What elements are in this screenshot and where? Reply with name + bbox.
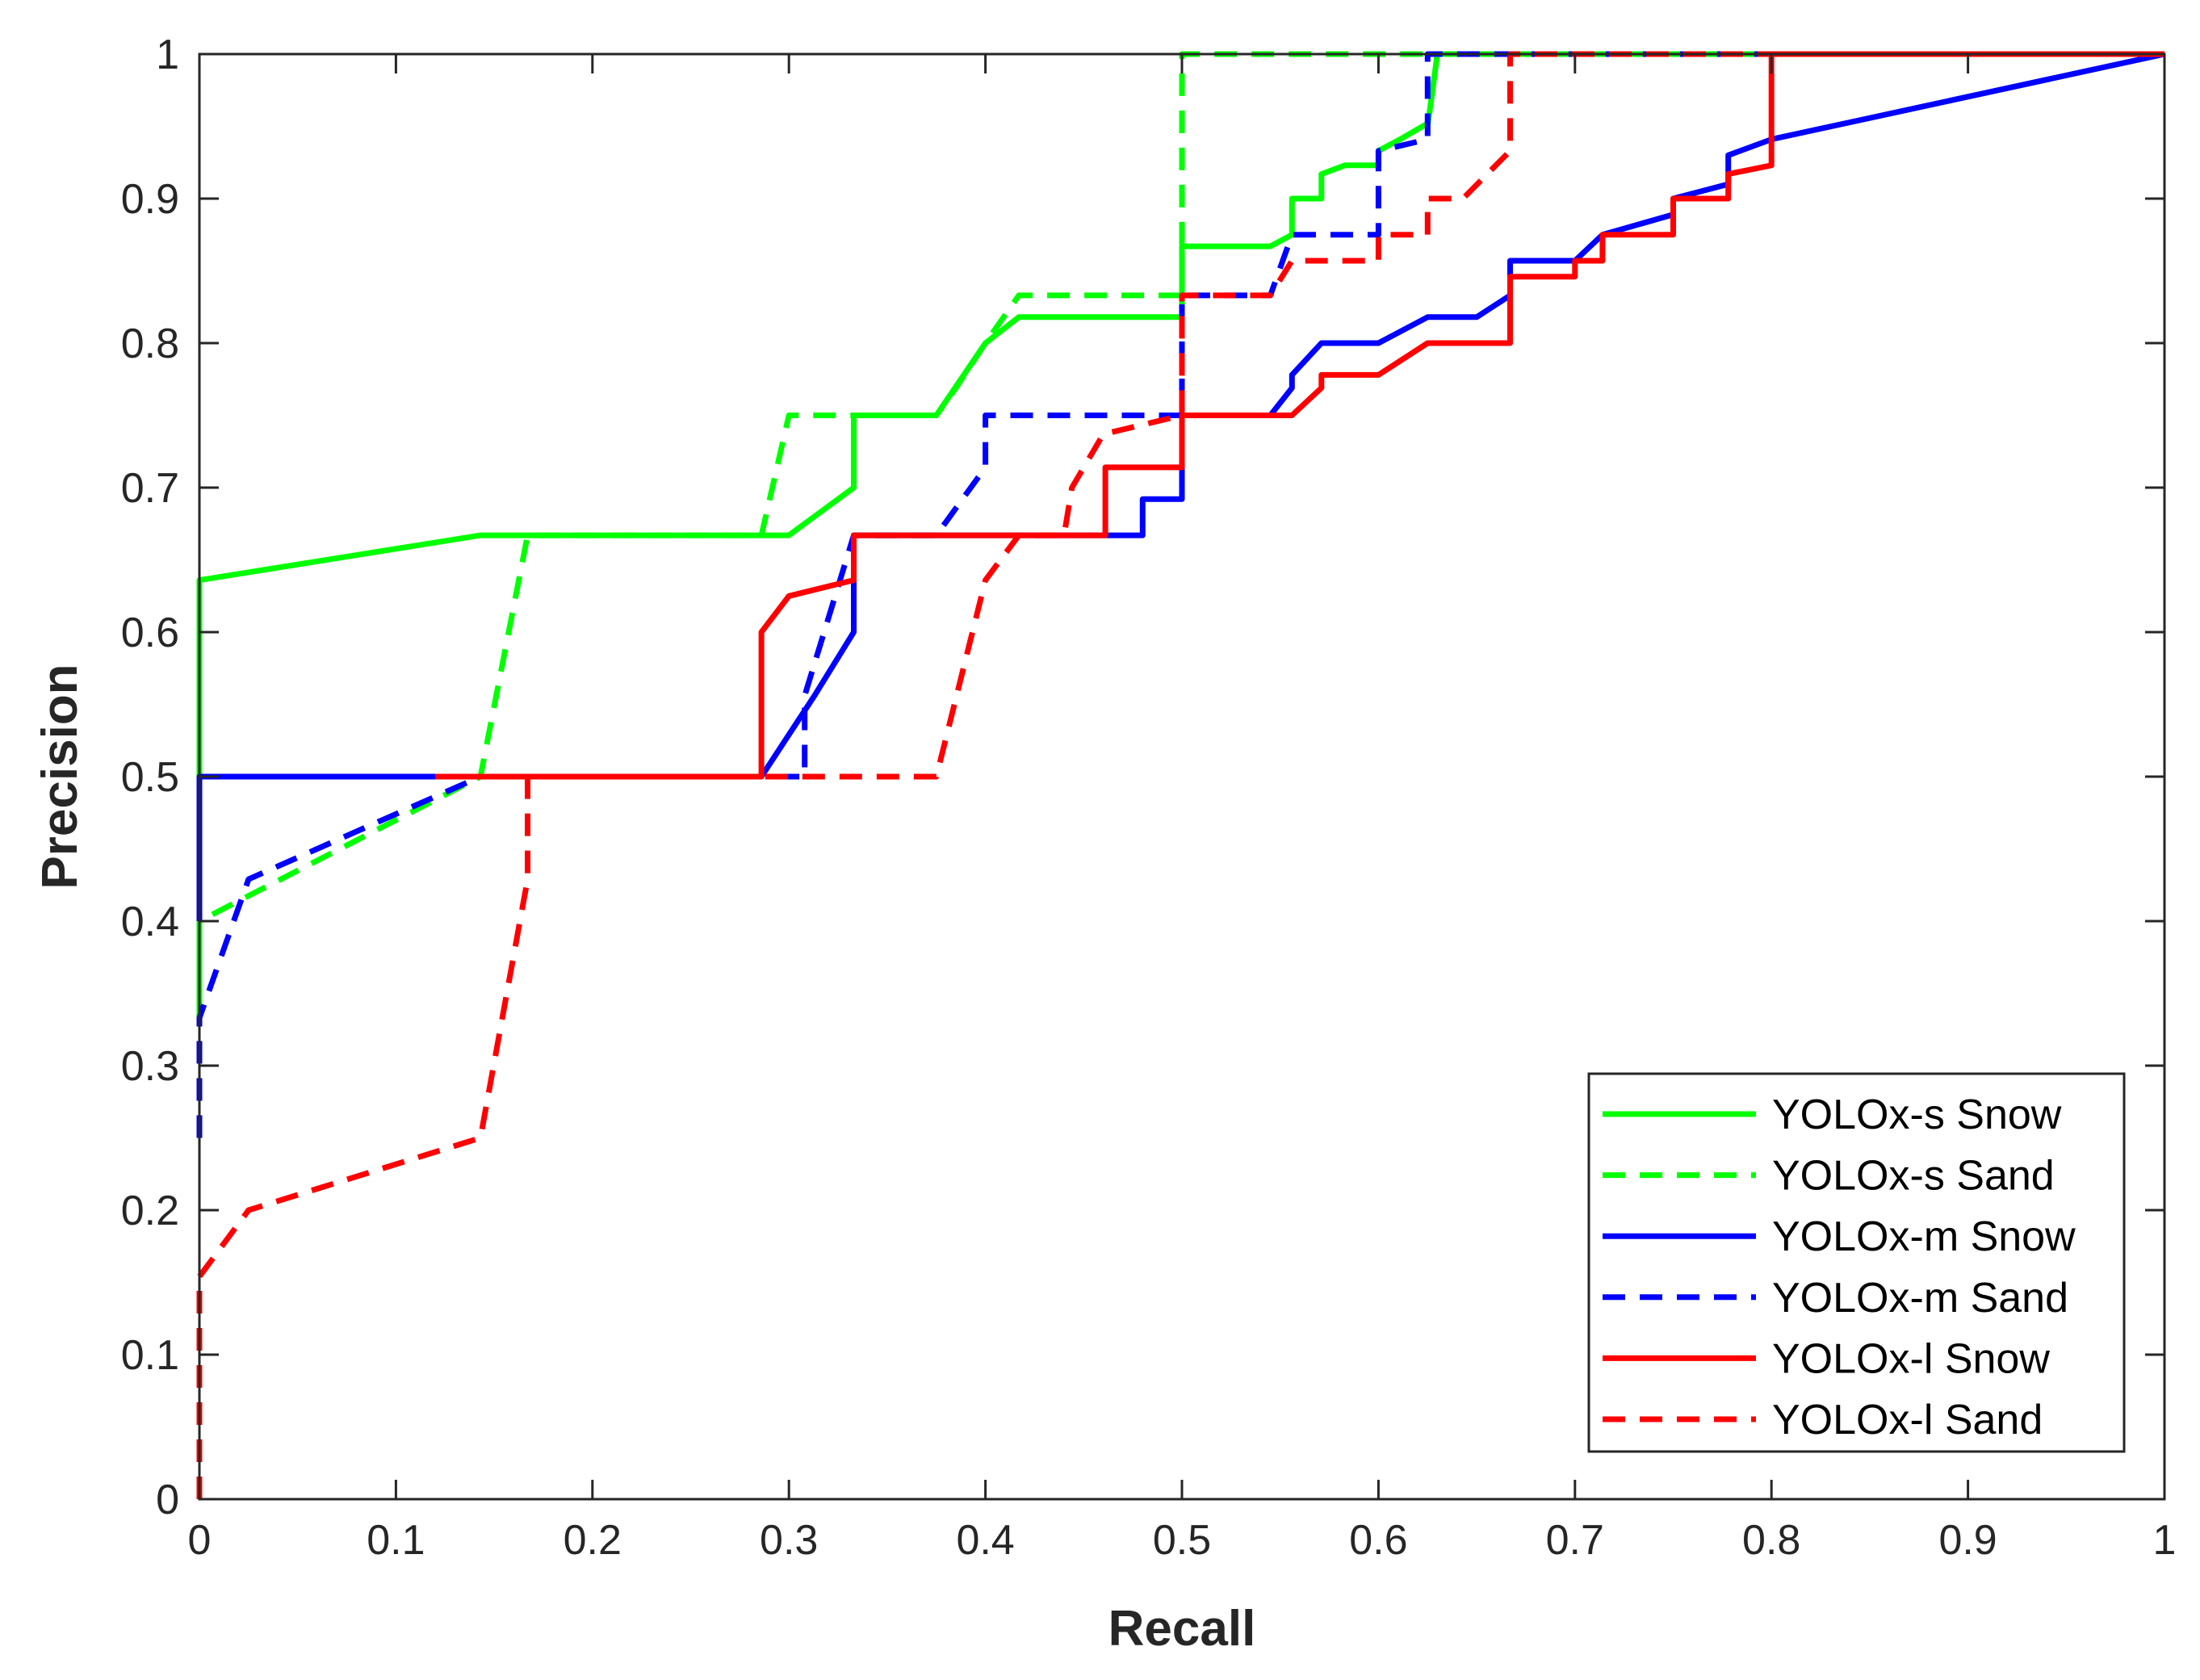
x-tick-label: 0.9: [1938, 1517, 1997, 1564]
x-tick-label: 0.7: [1546, 1517, 1604, 1564]
series-line-5: [196, 51, 2164, 1499]
series-lines: [196, 51, 2165, 1499]
x-tick-label: 0.6: [1349, 1517, 1407, 1564]
legend-box: [1587, 1072, 2126, 1453]
x-tick-label: 1: [2153, 1517, 2177, 1564]
x-tick-label: 0.3: [760, 1517, 818, 1564]
legend-label-5: YOLOx-l Sand: [1772, 1397, 2043, 1443]
x-tick-label: 0.4: [956, 1517, 1014, 1564]
series-line-4: [435, 51, 2164, 780]
y-tick-label: 0.9: [121, 176, 179, 223]
y-tick-label: 0.1: [121, 1332, 179, 1379]
x-tick-label: 0.8: [1742, 1517, 1800, 1564]
x-tick-label: 0.5: [1153, 1517, 1211, 1564]
legend-label-2: YOLOx-m Snow: [1772, 1213, 2076, 1260]
y-tick-label: 1: [156, 31, 179, 78]
series-line-0: [196, 51, 2164, 1018]
x-tick-label: 0: [188, 1517, 212, 1564]
y-tick-label: 0.8: [121, 320, 179, 367]
legend: YOLOx-s Snow YOLOx-s Sand YOLOx-m Snow YOLO…: [1587, 1072, 2126, 1453]
y-tick-label: 0.3: [121, 1043, 179, 1090]
y-axis-label: Precision: [32, 664, 88, 889]
legend-label-4: YOLOx-l Snow: [1772, 1335, 2050, 1382]
x-tick-label: 0.1: [367, 1517, 425, 1564]
x-axis-label: Recall: [1108, 1601, 1256, 1657]
y-tick-label: 0: [156, 1477, 179, 1523]
x-tick-label: 0.2: [564, 1517, 622, 1564]
legend-label-3: YOLOx-m Sand: [1772, 1275, 2068, 1322]
y-tick-label: 0.6: [121, 610, 179, 656]
legend-label-0: YOLOx-s Snow: [1772, 1091, 2062, 1138]
y-tick-label: 0.2: [121, 1188, 179, 1234]
x-axis-ticks: 0 0.1 0.2 0.3 0.4 0.5 0.6 0.7 0.8 0.9 1: [188, 54, 2177, 1564]
legend-label-1: YOLOx-s Sand: [1772, 1153, 2055, 1200]
y-tick-label: 0.7: [121, 465, 179, 512]
y-tick-label: 0.5: [121, 754, 179, 801]
y-tick-label: 0.4: [121, 899, 179, 945]
y-axis-ticks: 0 0.1 0.2 0.3 0.4 0.5 0.6 0.7 0.8 0.9 1: [121, 31, 2164, 1523]
